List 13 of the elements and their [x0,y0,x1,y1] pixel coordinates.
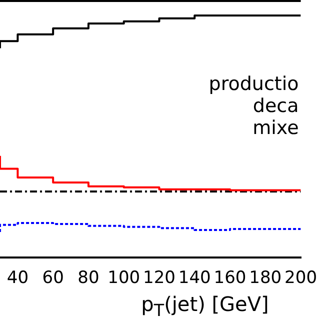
x-tick-label: 140 [178,268,211,288]
annotation: deca [252,94,299,117]
annotation: mixe [252,116,299,139]
x-tick-label: 80 [78,268,100,288]
annotation: productio [208,72,299,95]
x-axis-title: p$_{T}$(jet) [GeV] [140,292,270,320]
x-tick-label: 180 [249,268,282,288]
x-tick-label: 100 [108,268,140,288]
x-tick-label: 120 [143,268,176,288]
x-tick-label: 40 [6,268,29,288]
x-tick-label: 160 [214,268,246,288]
x-tick-label: 200 [284,268,318,288]
x-tick-label: 60 [42,268,64,288]
